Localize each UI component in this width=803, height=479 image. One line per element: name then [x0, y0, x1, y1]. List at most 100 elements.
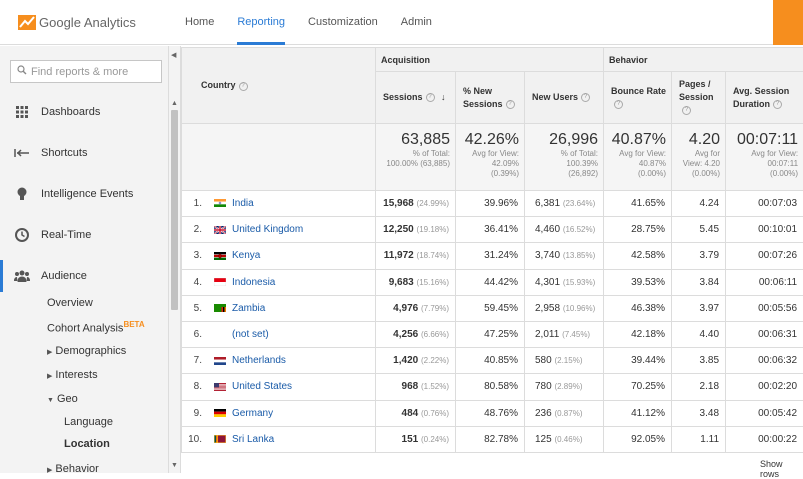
sidebar-sub-overview[interactable]: Overview: [47, 297, 93, 309]
sidebar-item-intelligence[interactable]: Intelligence Events: [0, 178, 169, 210]
sessions-header[interactable]: Sessions? ↓: [376, 72, 456, 124]
account-menu-button[interactable]: [773, 0, 803, 45]
country-link[interactable]: Kenya: [232, 250, 260, 261]
total-sub: % of Total:: [525, 149, 598, 159]
sidebar-sub-geo[interactable]: ▼Geo: [47, 393, 78, 405]
sidebar-sub-language[interactable]: Language: [64, 416, 113, 428]
duration-cell: 00:05:56: [726, 295, 803, 321]
sidebar-sub-cohort[interactable]: Cohort AnalysisBETA: [47, 320, 145, 335]
sessions-value: 9,683: [389, 277, 414, 288]
duration-cell: 00:06:11: [726, 269, 803, 295]
help-icon[interactable]: ?: [426, 93, 435, 102]
scrollbar-thumb[interactable]: [171, 110, 178, 310]
new-users-cell: 236 (0.87%): [525, 400, 604, 426]
shortcut-arrow-icon: [14, 145, 30, 161]
help-icon[interactable]: ?: [614, 100, 623, 109]
total-sub: Avg for View:: [726, 149, 798, 159]
report-search[interactable]: [10, 60, 162, 83]
new-users-value: 4,301: [535, 277, 560, 288]
new-users-value: 4,460: [535, 224, 560, 235]
sidebar-item-realtime[interactable]: Real-Time: [0, 219, 169, 251]
new-users-cell: 4,301 (15.93%): [525, 269, 604, 295]
help-icon[interactable]: ?: [581, 93, 590, 102]
sessions-pct: (7.79%): [421, 304, 449, 313]
show-rows-control[interactable]: Show rows: [760, 459, 803, 479]
sidebar-item-label: Shortcuts: [41, 147, 87, 159]
new-users-cell: 780 (2.89%): [525, 374, 604, 400]
sessions-pct: (0.24%): [421, 435, 449, 444]
sidebar-item-audience[interactable]: Audience: [0, 260, 169, 292]
bounce-cell: 41.12%: [604, 400, 672, 426]
pages-cell: 5.45: [672, 217, 726, 243]
country-link[interactable]: Germany: [232, 408, 273, 419]
new-users-value: 236: [535, 408, 552, 419]
total-sub: 100.39%: [525, 159, 598, 169]
row-index: 5.: [182, 303, 202, 314]
pages-session-header[interactable]: Pages / Session?: [672, 72, 726, 124]
country-link[interactable]: United Kingdom: [232, 224, 303, 235]
bounce-cell: 42.58%: [604, 243, 672, 269]
tab-admin[interactable]: Admin: [401, 0, 432, 45]
duration-cell: 00:05:42: [726, 400, 803, 426]
help-icon[interactable]: ?: [682, 106, 691, 115]
sessions-pct: (2.22%): [421, 356, 449, 365]
country-link[interactable]: Indonesia: [232, 277, 275, 288]
row-index: 8.: [182, 381, 202, 392]
clock-icon: [14, 227, 30, 243]
pages-cell: 2.18: [672, 374, 726, 400]
sessions-cell: 4,256 (6.66%): [376, 321, 456, 347]
sessions-value: 15,968: [383, 198, 414, 209]
sidebar-sub-demographics[interactable]: ▶Demographics: [47, 345, 126, 357]
bounce-cell: 28.75%: [604, 217, 672, 243]
collapse-sidebar-icon[interactable]: ◀: [171, 51, 176, 59]
new-sessions-cell: 31.24%: [456, 243, 525, 269]
sessions-cell: 9,683 (15.16%): [376, 269, 456, 295]
cohort-label: Cohort Analysis: [47, 323, 123, 335]
scroll-down-icon[interactable]: ▼: [171, 462, 178, 469]
bounce-rate-header[interactable]: Bounce Rate?: [604, 72, 672, 124]
help-icon[interactable]: ?: [773, 100, 782, 109]
sessions-pct: (18.74%): [417, 251, 449, 260]
country-link[interactable]: United States: [232, 381, 292, 392]
location-report-table: Country? Acquisition Behavior Sessions? …: [181, 47, 803, 453]
duration-cell: 00:00:22: [726, 426, 803, 452]
collapse-triangle-icon: ▼: [47, 397, 54, 404]
help-icon[interactable]: ?: [239, 82, 248, 91]
srilanka-flag-icon: [214, 435, 226, 443]
country-link[interactable]: India: [232, 198, 254, 209]
help-icon[interactable]: ?: [506, 100, 515, 109]
total-sub: Avg for View:: [604, 149, 666, 159]
new-sessions-header[interactable]: % New Sessions?: [456, 72, 525, 124]
tab-home[interactable]: Home: [185, 0, 214, 45]
new-users-value: 2,958: [535, 303, 560, 314]
country-header[interactable]: Country?: [182, 48, 376, 124]
search-input[interactable]: [31, 66, 161, 78]
new-users-pct: (0.46%): [554, 435, 582, 444]
tab-reporting[interactable]: Reporting: [237, 0, 285, 45]
sidebar-item-shortcuts[interactable]: Shortcuts: [0, 137, 169, 169]
country-link[interactable]: Zambia: [232, 303, 265, 314]
total-new-users-cell: 26,996 % of Total: 100.39% (26,892): [525, 124, 604, 191]
country-link[interactable]: Netherlands: [232, 355, 286, 366]
sessions-pct: (19.18%): [417, 225, 449, 234]
sort-desc-icon[interactable]: ↓: [441, 92, 446, 102]
tab-customization[interactable]: Customization: [308, 0, 378, 45]
new-users-value: 3,740: [535, 250, 560, 261]
avg-duration-header[interactable]: Avg. Session Duration?: [726, 72, 803, 124]
new-users-header[interactable]: New Users?: [525, 72, 604, 124]
country-link[interactable]: (not set): [232, 329, 269, 340]
new-users-cell: 125 (0.46%): [525, 426, 604, 452]
row-index: 1.: [182, 198, 202, 209]
sidebar-sub-interests[interactable]: ▶Interests: [47, 369, 98, 381]
pages-cell: 1.11: [672, 426, 726, 452]
ga-logo[interactable]: Google Analytics: [18, 11, 136, 33]
sessions-cell: 151 (0.24%): [376, 426, 456, 452]
scroll-up-icon[interactable]: ▲: [171, 100, 178, 107]
indonesia-flag-icon: [214, 278, 226, 286]
sessions-cell: 968 (1.52%): [376, 374, 456, 400]
sidebar-item-dashboards[interactable]: Dashboards: [0, 96, 169, 128]
sidebar-sub-behavior[interactable]: ▶Behavior: [47, 463, 99, 473]
country-link[interactable]: Sri Lanka: [232, 434, 274, 445]
sidebar-sub-location[interactable]: Location: [64, 438, 110, 450]
new-users-pct: (2.89%): [554, 382, 582, 391]
